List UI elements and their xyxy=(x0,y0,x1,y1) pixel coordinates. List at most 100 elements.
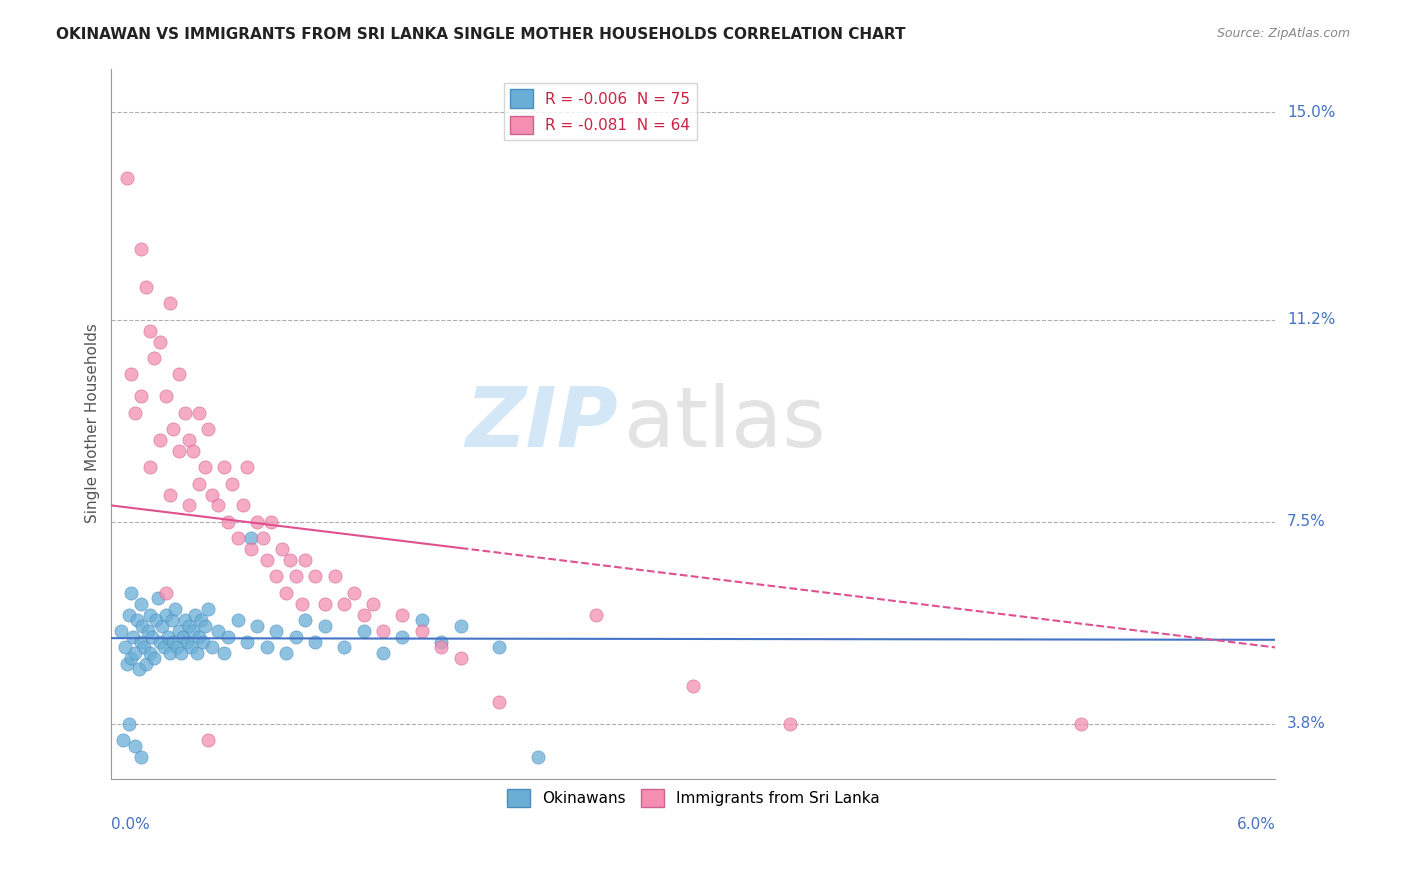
Point xyxy=(139,646,162,660)
Point xyxy=(197,602,219,616)
Point xyxy=(411,624,433,638)
Point xyxy=(172,630,194,644)
Point xyxy=(236,460,259,475)
Point xyxy=(314,597,336,611)
Point xyxy=(278,553,301,567)
Point xyxy=(294,613,316,627)
Point xyxy=(146,591,169,606)
Point xyxy=(124,646,146,660)
Point xyxy=(149,334,172,349)
Point xyxy=(246,618,269,632)
Point xyxy=(217,630,239,644)
Point xyxy=(430,635,453,649)
Point xyxy=(314,618,336,632)
Point xyxy=(488,640,510,655)
Point xyxy=(120,368,142,382)
Point xyxy=(174,613,197,627)
Point xyxy=(191,635,214,649)
Point xyxy=(1070,717,1092,731)
Point xyxy=(190,613,212,627)
Point xyxy=(139,324,162,338)
Text: 0.0%: 0.0% xyxy=(111,817,150,832)
Point xyxy=(129,389,152,403)
Point xyxy=(682,679,704,693)
Point xyxy=(371,624,394,638)
Point xyxy=(271,542,294,557)
Point xyxy=(430,640,453,655)
Point xyxy=(333,597,356,611)
Point xyxy=(124,739,146,753)
Y-axis label: Single Mother Households: Single Mother Households xyxy=(86,324,100,524)
Point xyxy=(155,607,177,622)
Point xyxy=(391,607,413,622)
Point xyxy=(411,613,433,627)
Point xyxy=(162,422,184,436)
Point xyxy=(120,586,142,600)
Point xyxy=(160,613,183,627)
Point xyxy=(176,635,198,649)
Point xyxy=(363,597,385,611)
Point xyxy=(159,646,181,660)
Point xyxy=(159,296,181,310)
Point xyxy=(207,624,229,638)
Point xyxy=(141,630,163,644)
Text: atlas: atlas xyxy=(624,383,825,464)
Legend: Okinawans, Immigrants from Sri Lanka: Okinawans, Immigrants from Sri Lanka xyxy=(501,782,886,814)
Point xyxy=(187,406,209,420)
Point xyxy=(256,553,278,567)
Point xyxy=(226,531,249,545)
Point xyxy=(240,542,263,557)
Point xyxy=(129,242,152,256)
Point xyxy=(197,422,219,436)
Point xyxy=(187,476,209,491)
Point xyxy=(274,586,297,600)
Point xyxy=(131,618,153,632)
Point xyxy=(120,651,142,665)
Point xyxy=(527,749,550,764)
Point xyxy=(212,460,235,475)
Point xyxy=(181,443,204,458)
Point xyxy=(162,635,184,649)
Point xyxy=(284,569,307,583)
Point xyxy=(155,586,177,600)
Point xyxy=(135,280,157,294)
Point xyxy=(115,657,138,671)
Text: 6.0%: 6.0% xyxy=(1237,817,1275,832)
Point xyxy=(779,717,801,731)
Point xyxy=(391,630,413,644)
Point xyxy=(290,597,312,611)
Point xyxy=(143,651,166,665)
Point xyxy=(184,607,207,622)
Text: OKINAWAN VS IMMIGRANTS FROM SRI LANKA SINGLE MOTHER HOUSEHOLDS CORRELATION CHART: OKINAWAN VS IMMIGRANTS FROM SRI LANKA SI… xyxy=(56,27,905,42)
Point xyxy=(323,569,346,583)
Text: ZIP: ZIP xyxy=(465,383,617,464)
Point xyxy=(252,531,274,545)
Point xyxy=(128,662,150,676)
Point xyxy=(201,640,224,655)
Text: 3.8%: 3.8% xyxy=(1286,716,1326,731)
Point xyxy=(274,646,297,660)
Point xyxy=(217,515,239,529)
Point xyxy=(221,476,243,491)
Point xyxy=(246,515,269,529)
Point xyxy=(259,515,281,529)
Point xyxy=(266,624,288,638)
Point xyxy=(152,640,174,655)
Point xyxy=(187,630,209,644)
Point xyxy=(488,695,510,709)
Point xyxy=(353,624,375,638)
Point xyxy=(304,635,326,649)
Point xyxy=(150,618,173,632)
Text: 7.5%: 7.5% xyxy=(1286,515,1326,529)
Point xyxy=(193,460,215,475)
Point xyxy=(343,586,366,600)
Point xyxy=(177,499,200,513)
Point xyxy=(212,646,235,660)
Point xyxy=(114,640,136,655)
Point xyxy=(353,607,375,622)
Point xyxy=(129,635,152,649)
Point xyxy=(145,613,167,627)
Point xyxy=(186,646,208,660)
Point xyxy=(197,733,219,747)
Point xyxy=(201,487,224,501)
